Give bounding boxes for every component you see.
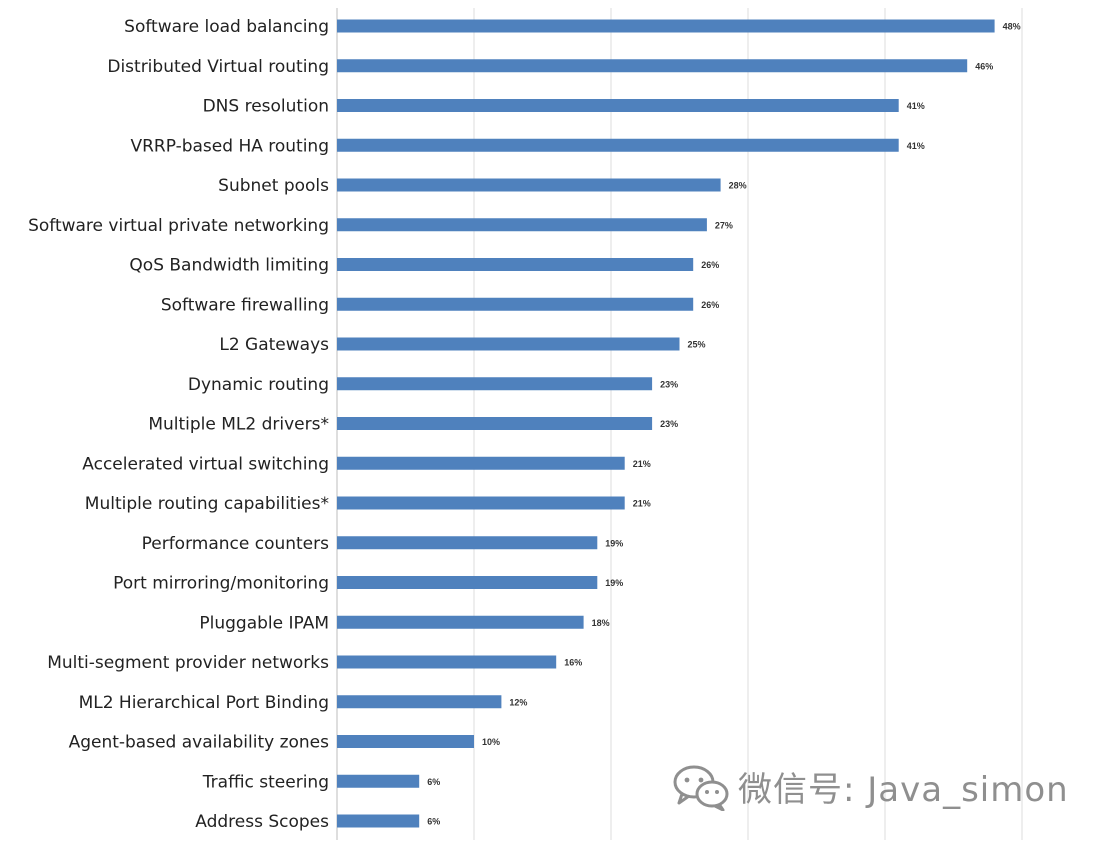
bar bbox=[337, 59, 968, 73]
data-label: 21% bbox=[633, 499, 651, 509]
category-label: Software virtual private networking bbox=[28, 216, 329, 236]
category-labels: Software load balancing Distributed Virtu… bbox=[28, 17, 329, 832]
bar bbox=[337, 99, 899, 112]
bar bbox=[337, 615, 584, 629]
data-label: 19% bbox=[605, 538, 623, 548]
bar bbox=[337, 417, 653, 430]
wechat-icon bbox=[673, 765, 729, 811]
data-label: 25% bbox=[688, 340, 706, 350]
bar bbox=[337, 456, 625, 470]
data-label: 23% bbox=[660, 379, 678, 389]
category-label: Software firewalling bbox=[161, 295, 329, 315]
data-label: 6% bbox=[427, 817, 440, 827]
category-label: DNS resolution bbox=[203, 97, 329, 117]
data-label: 41% bbox=[907, 101, 925, 111]
data-label: 46% bbox=[975, 61, 993, 71]
category-label: Software load balancing bbox=[124, 17, 329, 37]
data-label: 10% bbox=[482, 737, 500, 747]
data-label: 19% bbox=[605, 578, 623, 588]
data-label: 27% bbox=[715, 220, 733, 230]
data-label: 21% bbox=[633, 459, 651, 469]
data-labels: 48% 46% 41% 41% 28% 27% 26% 26% 25% 23% 23% 21% 21% 1… bbox=[427, 22, 1020, 827]
watermark: 微信号: Java_simon bbox=[672, 762, 1069, 811]
data-label: 48% bbox=[1003, 22, 1021, 32]
category-label: Traffic steering bbox=[202, 772, 329, 792]
bar bbox=[337, 774, 420, 788]
chart-bars bbox=[337, 19, 995, 828]
category-label: VRRP-based HA routing bbox=[130, 136, 329, 156]
data-label: 12% bbox=[509, 697, 527, 707]
data-label: 6% bbox=[427, 777, 440, 787]
data-label: 16% bbox=[564, 658, 582, 668]
category-label: Dynamic routing bbox=[188, 375, 329, 395]
bar bbox=[337, 258, 694, 271]
category-label: Agent-based availability zones bbox=[69, 733, 330, 753]
category-label: Subnet pools bbox=[218, 176, 329, 196]
category-label: QoS Bandwidth limiting bbox=[129, 256, 329, 276]
data-label: 41% bbox=[907, 141, 925, 151]
bar bbox=[337, 814, 420, 828]
data-label: 23% bbox=[660, 419, 678, 429]
bar bbox=[337, 138, 899, 152]
category-label: Address Scopes bbox=[195, 812, 329, 832]
category-label: Multi-segment provider networks bbox=[47, 653, 329, 673]
bar bbox=[337, 377, 653, 391]
watermark-text: 微信号: Java_simon bbox=[738, 770, 1069, 810]
category-label: Pluggable IPAM bbox=[199, 613, 329, 633]
bar bbox=[337, 178, 721, 192]
data-label: 18% bbox=[592, 618, 610, 628]
bar bbox=[337, 735, 474, 748]
bar bbox=[337, 496, 625, 510]
category-label: Distributed Virtual routing bbox=[107, 57, 329, 77]
category-label: Accelerated virtual switching bbox=[82, 454, 329, 474]
bar bbox=[337, 576, 598, 589]
data-label: 26% bbox=[701, 300, 719, 310]
category-label: ML2 Hierarchical Port Binding bbox=[79, 693, 329, 713]
bar bbox=[337, 536, 598, 550]
data-label: 28% bbox=[729, 181, 747, 191]
bar bbox=[337, 695, 502, 709]
bar bbox=[337, 297, 694, 311]
category-label: Multiple routing capabilities* bbox=[85, 494, 329, 514]
bar bbox=[337, 218, 707, 232]
bar bbox=[337, 337, 680, 351]
category-label: Multiple ML2 drivers* bbox=[148, 415, 329, 435]
data-label: 26% bbox=[701, 260, 719, 270]
category-label: L2 Gateways bbox=[219, 335, 329, 355]
category-label: Port mirroring/monitoring bbox=[113, 574, 329, 594]
bar bbox=[337, 19, 995, 33]
bar bbox=[337, 655, 557, 669]
category-label: Performance counters bbox=[142, 534, 330, 554]
